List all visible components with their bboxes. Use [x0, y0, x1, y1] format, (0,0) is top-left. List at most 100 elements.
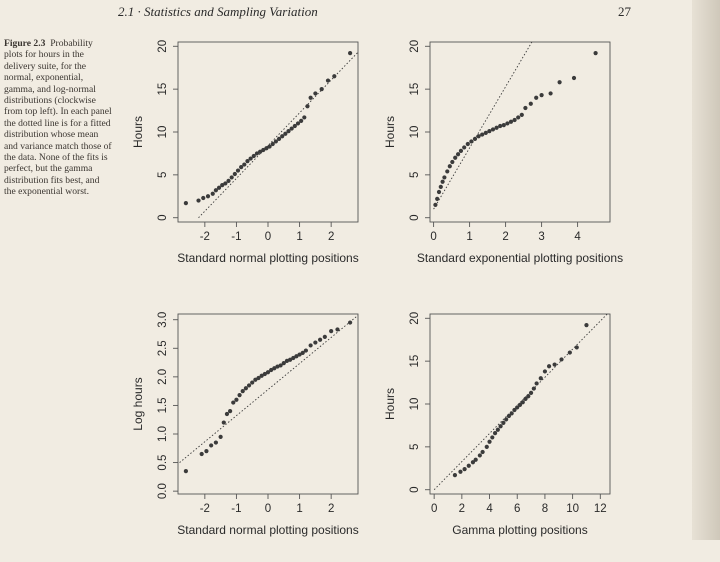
- figure-caption: Figure 2.3 Probability plots for hours i…: [4, 38, 112, 198]
- data-point: [223, 181, 228, 186]
- data-point: [433, 202, 438, 207]
- data-point: [509, 411, 514, 416]
- data-point: [239, 165, 244, 170]
- data-point: [494, 125, 499, 130]
- data-point: [256, 375, 261, 381]
- data-point: [318, 337, 323, 342]
- data-point: [465, 141, 470, 147]
- data-point: [272, 366, 277, 371]
- data-point: [447, 164, 452, 169]
- data-point: [281, 361, 286, 366]
- data-point: [254, 151, 260, 156]
- data-point: [546, 364, 552, 369]
- data-point: [250, 380, 255, 385]
- data-point: [231, 400, 236, 405]
- y-tick-label: 20: [409, 40, 421, 53]
- data-point: [559, 357, 564, 362]
- data-point: [523, 105, 528, 111]
- y-tick-label: 0: [409, 487, 421, 493]
- data-point: [455, 152, 461, 157]
- data-point: [183, 469, 188, 474]
- data-point: [466, 463, 471, 468]
- data-point: [283, 131, 288, 136]
- data-point: [213, 188, 218, 193]
- data-point: [196, 198, 201, 203]
- data-point: [557, 80, 562, 85]
- chart-svg-exponential: 0 1 2 3 4 0 5 10 15 20 Standard exponential plotti…: [383, 40, 623, 265]
- data-point: [305, 104, 310, 109]
- data-point: [498, 424, 503, 429]
- y-tick-label: 10: [157, 126, 169, 139]
- data-point: [477, 453, 482, 458]
- data-point: [240, 389, 245, 394]
- x-tick-label: 0: [431, 503, 437, 515]
- chart-normal-probability-plot: -2 -1 0 1 2 0 5 10 15 20 Standard normal plotting …: [128, 30, 388, 290]
- data-point: [295, 121, 301, 126]
- data-point: [262, 371, 267, 377]
- data-point: [476, 134, 481, 139]
- y-tick-label: 0: [157, 215, 169, 221]
- data-point: [348, 320, 353, 325]
- y-tick-label: 10: [409, 398, 421, 411]
- data-point: [512, 117, 517, 123]
- data-point: [300, 350, 305, 355]
- data-point: [270, 141, 275, 147]
- data-point: [278, 363, 283, 368]
- data-point: [506, 413, 512, 419]
- x-tick-label: -1: [231, 503, 241, 515]
- data-point: [313, 91, 318, 96]
- data-point: [313, 340, 318, 345]
- data-point: [216, 185, 222, 190]
- y-axis-label: Hours: [131, 116, 145, 148]
- plot-frame: [177, 313, 359, 495]
- data-point: [228, 409, 233, 414]
- data-point: [452, 473, 458, 478]
- data-point: [567, 350, 572, 355]
- figure-label: Figure 2.3: [4, 38, 46, 49]
- data-point: [251, 153, 256, 159]
- data-point: [517, 402, 523, 407]
- y-tick-label: 3.0: [157, 312, 169, 328]
- data-point: [462, 467, 467, 472]
- data-point: [472, 136, 478, 141]
- y-tick-label: 10: [409, 126, 421, 139]
- data-point: [319, 87, 324, 92]
- data-point: [288, 357, 293, 362]
- data-point: [329, 329, 334, 334]
- data-point: [483, 130, 488, 135]
- chart-exponential-probability-plot: 0 1 2 3 4 0 5 10 15 20 Standard exponential plotti…: [380, 30, 640, 290]
- data-point: [226, 178, 231, 183]
- data-point: [205, 194, 211, 199]
- data-point: [201, 195, 206, 201]
- data-point: [528, 101, 533, 106]
- x-tick-label: 6: [514, 503, 520, 515]
- y-tick-label: 15: [409, 355, 421, 368]
- data-point: [490, 127, 496, 132]
- data-point: [480, 449, 485, 455]
- data-point: [512, 407, 517, 413]
- data-point: [265, 370, 271, 375]
- x-tick-label: 1: [466, 231, 472, 243]
- data-point: [289, 126, 294, 131]
- fitted-reference-line: [179, 314, 358, 463]
- data-point: [243, 386, 248, 391]
- data-point: [508, 119, 514, 124]
- data-point: [235, 168, 241, 173]
- data-point: [534, 95, 539, 100]
- data-point: [325, 78, 331, 83]
- data-point: [237, 393, 242, 398]
- data-point: [299, 118, 304, 123]
- data-point: [458, 148, 464, 153]
- data-point: [504, 417, 509, 422]
- data-point: [348, 51, 353, 56]
- data-point: [267, 144, 272, 149]
- y-tick-label: 2.5: [157, 340, 169, 356]
- data-point: [242, 162, 247, 167]
- data-point: [442, 175, 447, 180]
- data-point: [490, 435, 495, 440]
- page-edge-shadow: [692, 0, 720, 540]
- data-point: [273, 139, 278, 144]
- x-tick-label: 2: [328, 231, 334, 243]
- data-point: [531, 386, 536, 391]
- y-tick-label: 1.0: [157, 426, 169, 442]
